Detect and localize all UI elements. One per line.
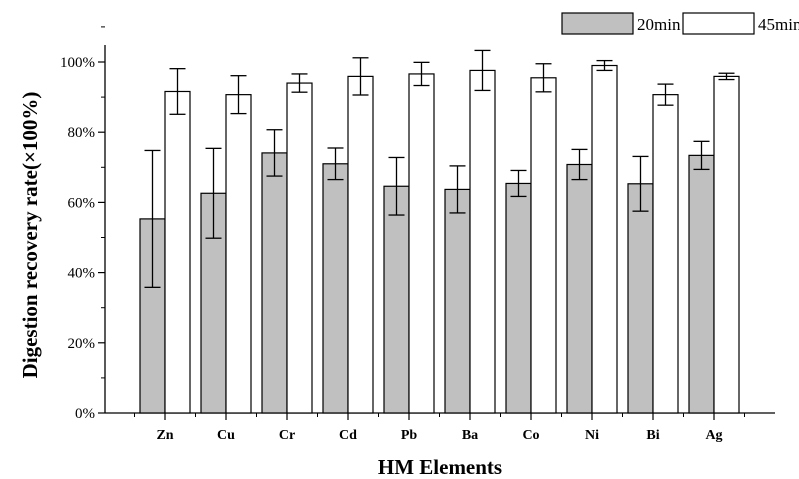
y-tick-label: 20% <box>68 336 96 352</box>
x-tick-label: Ag <box>705 428 722 443</box>
x-tick-label: Bi <box>646 428 659 443</box>
legend-swatch <box>682 12 755 35</box>
bar-45min <box>713 75 740 414</box>
bars <box>139 64 740 414</box>
bar-45min <box>408 73 435 414</box>
legend-swatch <box>561 12 634 35</box>
x-tick-label: Ba <box>462 428 478 443</box>
y-tick-label: 80% <box>68 125 96 141</box>
legend-label: 45min <box>758 15 799 34</box>
y-axis-title: Digestion recovery rate(×100%) <box>18 92 42 379</box>
bar-20min <box>444 188 471 414</box>
bar-20min <box>261 152 288 414</box>
bar-20min <box>627 183 654 414</box>
bar-45min <box>286 82 313 414</box>
bar-20min <box>688 154 715 414</box>
x-tick-label: Cu <box>217 428 235 443</box>
y-tick-label: 0% <box>75 406 95 422</box>
bar-45min <box>652 94 679 414</box>
x-tick-label: Co <box>522 428 539 443</box>
error-bars <box>144 49 735 288</box>
x-tick-label: Pb <box>401 428 418 443</box>
y-tick-label: 60% <box>68 195 96 211</box>
y-tick-label: 100% <box>60 55 95 71</box>
bar-45min <box>469 69 496 414</box>
x-axis-title: HM Elements <box>378 455 502 479</box>
x-tick-label: Cd <box>339 428 357 443</box>
bar-20min <box>566 163 593 414</box>
x-tick-label: Zn <box>156 428 173 443</box>
bar-45min <box>225 94 252 414</box>
bar-45min <box>347 75 374 414</box>
x-tick-label: Ni <box>585 428 599 443</box>
bar-45min <box>530 77 557 414</box>
axis-labels: 0% 20% 40% 60% 80% 100% Zn Cu Cr Cd Pb Ba Co Ni Bi Ag <box>60 55 723 443</box>
legend-label: 20min <box>637 15 681 34</box>
x-tick-label: Cr <box>279 428 295 443</box>
bar-20min <box>383 185 410 414</box>
bar-20min <box>505 182 532 414</box>
y-tick-label: 40% <box>68 266 96 282</box>
bar-45min <box>591 64 618 414</box>
bar-20min <box>322 163 349 414</box>
bar-45min <box>164 90 191 414</box>
legend: 20min 45min <box>561 12 799 35</box>
